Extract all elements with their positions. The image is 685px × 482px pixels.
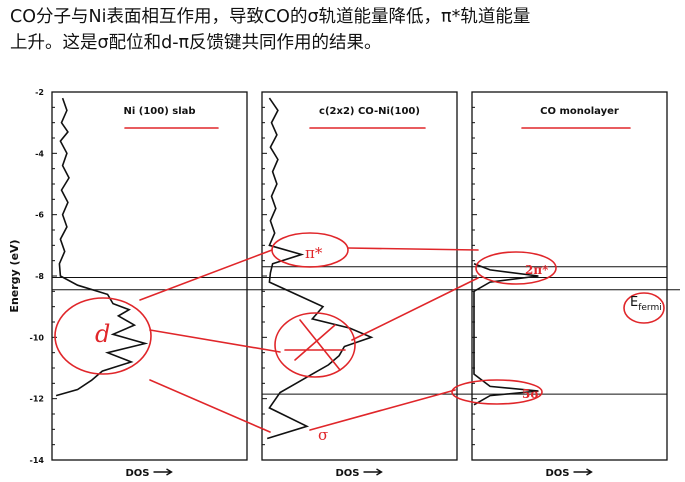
bonding-region-circle bbox=[275, 313, 355, 377]
link-bonding-to-two-pi bbox=[352, 278, 478, 340]
link-d-to-bonding bbox=[150, 330, 280, 352]
x-axis-label-3: DOS bbox=[545, 468, 569, 479]
x-axis-label-2: DOS bbox=[335, 468, 359, 479]
y-tick-label: -14 bbox=[30, 456, 45, 465]
link-sigma-to-five-sigma bbox=[310, 390, 455, 430]
sigma-label: σ bbox=[318, 426, 328, 444]
y-axis-label: Energy (eV) bbox=[8, 239, 21, 312]
y-tick-label: -8 bbox=[35, 272, 44, 281]
x-axis-arrow-2 bbox=[364, 469, 382, 475]
y-tick-label: -6 bbox=[35, 211, 44, 220]
five-sigma-label: 5σ bbox=[522, 387, 539, 401]
panel-frame-3 bbox=[472, 92, 667, 460]
link-d-to-pi-star bbox=[140, 250, 272, 300]
d-label: d bbox=[95, 320, 110, 348]
panel-frame-1 bbox=[52, 92, 247, 460]
y-tick-label: -4 bbox=[35, 149, 44, 158]
link-pi-star-to-two-pi bbox=[348, 248, 478, 250]
dos-curve-2 bbox=[267, 98, 371, 438]
two-pi-label: 2π* bbox=[525, 263, 549, 277]
x-axis-arrow-3 bbox=[574, 469, 592, 475]
y-tick-label: -10 bbox=[30, 333, 45, 342]
pi-star-label: π* bbox=[305, 244, 323, 262]
bonding-scribble bbox=[285, 320, 345, 370]
y-tick-label: -12 bbox=[30, 395, 44, 404]
panel-title-2: c(2x2) CO-Ni(100) bbox=[319, 106, 420, 117]
panel-frame-2 bbox=[262, 92, 457, 460]
y-tick-label: -2 bbox=[35, 88, 44, 97]
e-fermi-label: Efermi bbox=[630, 295, 662, 313]
x-axis-label-1: DOS bbox=[125, 468, 149, 479]
panel-title-3: CO monolayer bbox=[540, 106, 619, 117]
link-d-to-sigma bbox=[150, 380, 270, 432]
panel-title-1: Ni (100) slab bbox=[123, 106, 195, 117]
dos-curve-1 bbox=[56, 98, 145, 396]
x-axis-arrow-1 bbox=[154, 469, 172, 475]
